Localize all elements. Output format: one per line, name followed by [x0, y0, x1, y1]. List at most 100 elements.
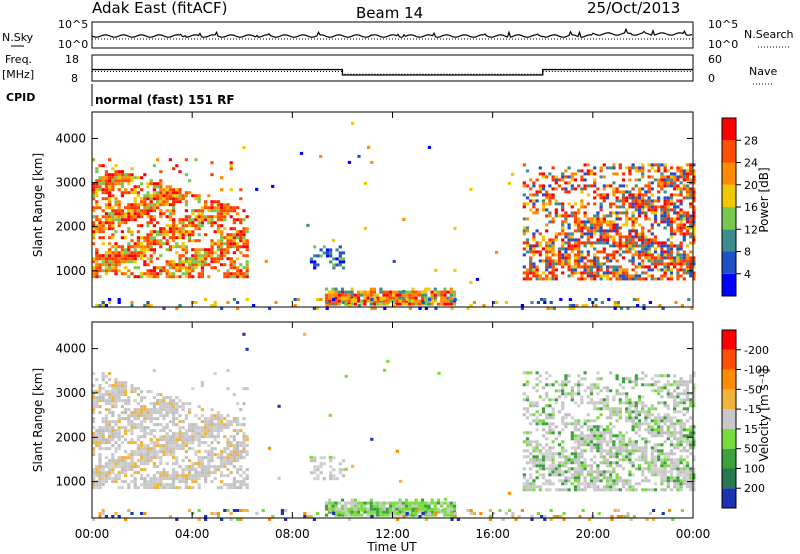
range-cell — [140, 242, 144, 246]
range-cell — [197, 218, 201, 222]
range-cell — [223, 227, 227, 231]
range-cell — [647, 244, 651, 248]
range-cell — [570, 271, 574, 275]
range-cell — [92, 272, 96, 276]
range-cell — [637, 395, 642, 399]
range-cell — [418, 515, 422, 518]
range-cell — [685, 449, 690, 453]
range-cell — [376, 302, 380, 306]
range-cell — [366, 501, 370, 505]
range-cell — [682, 271, 686, 275]
range-cell — [398, 296, 402, 300]
range-cell — [522, 229, 526, 233]
range-cell — [634, 467, 638, 471]
range-cell — [634, 413, 638, 417]
range-cell — [332, 468, 336, 472]
range-cell — [172, 480, 176, 484]
range-cell — [210, 480, 214, 484]
range-cell — [466, 509, 470, 512]
range-cell — [548, 458, 552, 462]
range-cell — [114, 393, 118, 397]
range-cell — [692, 425, 696, 429]
range-cell — [644, 277, 648, 281]
range-cell — [98, 263, 102, 267]
range-cell — [184, 480, 188, 484]
range-cell — [657, 392, 661, 396]
range-cell — [95, 435, 99, 439]
range-cell — [650, 377, 654, 381]
range-cell — [197, 441, 201, 445]
range-cell — [586, 169, 590, 173]
range-cell — [669, 247, 674, 251]
range-cell — [178, 474, 182, 478]
range-cell — [120, 230, 124, 234]
range-cell — [325, 251, 330, 255]
range-cell — [98, 179, 102, 183]
range-cell — [554, 401, 558, 405]
range-cell — [226, 203, 230, 207]
range-cell — [165, 471, 169, 475]
range-cell — [679, 190, 683, 194]
range-cell — [676, 488, 680, 492]
range-cell — [232, 263, 236, 267]
range-cell — [232, 480, 236, 484]
range-cell — [541, 175, 546, 179]
range-cell — [634, 274, 638, 278]
range-cell — [580, 473, 584, 477]
nave-label: Nave — [749, 65, 777, 78]
range-cell — [561, 256, 565, 260]
range-cell — [570, 178, 574, 182]
range-cell — [360, 293, 364, 297]
range-cell — [679, 401, 683, 405]
range-cell — [522, 473, 526, 477]
range-cell — [239, 197, 243, 201]
range-cell — [615, 377, 619, 381]
range-cell — [605, 184, 610, 188]
range-cell — [191, 263, 195, 267]
range-cell — [644, 244, 648, 248]
range-cell — [551, 440, 555, 444]
range-cell — [324, 513, 329, 517]
range-cell — [660, 458, 664, 462]
range-cell — [618, 437, 622, 441]
range-cell — [596, 383, 600, 387]
range-cell — [242, 447, 246, 451]
range-cell — [356, 504, 361, 508]
range-cell — [207, 450, 211, 454]
range-cell — [104, 269, 108, 273]
range-cell — [522, 271, 526, 275]
range-cell — [136, 212, 140, 216]
range-cell — [98, 164, 102, 168]
range-cell — [637, 244, 642, 248]
range-cell — [577, 470, 581, 474]
range-cell — [669, 416, 674, 420]
range-cell — [140, 257, 144, 261]
range-cell — [146, 191, 150, 195]
range-cell — [676, 259, 680, 263]
range-cell — [495, 250, 499, 254]
range-cell — [618, 166, 622, 170]
range-cell — [564, 262, 568, 266]
range-cell — [140, 423, 144, 427]
range-cell — [599, 437, 603, 441]
range-cell — [433, 290, 437, 294]
range-cell — [165, 203, 169, 207]
range-cell — [669, 250, 674, 254]
range-cell — [583, 265, 587, 269]
range-cell — [111, 414, 115, 418]
range-cell — [120, 221, 124, 225]
range-cell — [405, 298, 409, 301]
range-cell — [242, 438, 246, 442]
range-cell — [111, 251, 115, 255]
range-cell — [152, 251, 156, 255]
range-cell — [338, 462, 342, 466]
range-cell — [223, 417, 227, 421]
range-cell — [525, 169, 530, 173]
range-cell — [92, 209, 96, 213]
range-cell — [615, 277, 619, 281]
range-cell — [165, 441, 169, 445]
range-cell — [226, 509, 230, 512]
range-cell — [692, 386, 696, 390]
range-cell — [111, 260, 115, 264]
range-cell — [605, 214, 610, 218]
